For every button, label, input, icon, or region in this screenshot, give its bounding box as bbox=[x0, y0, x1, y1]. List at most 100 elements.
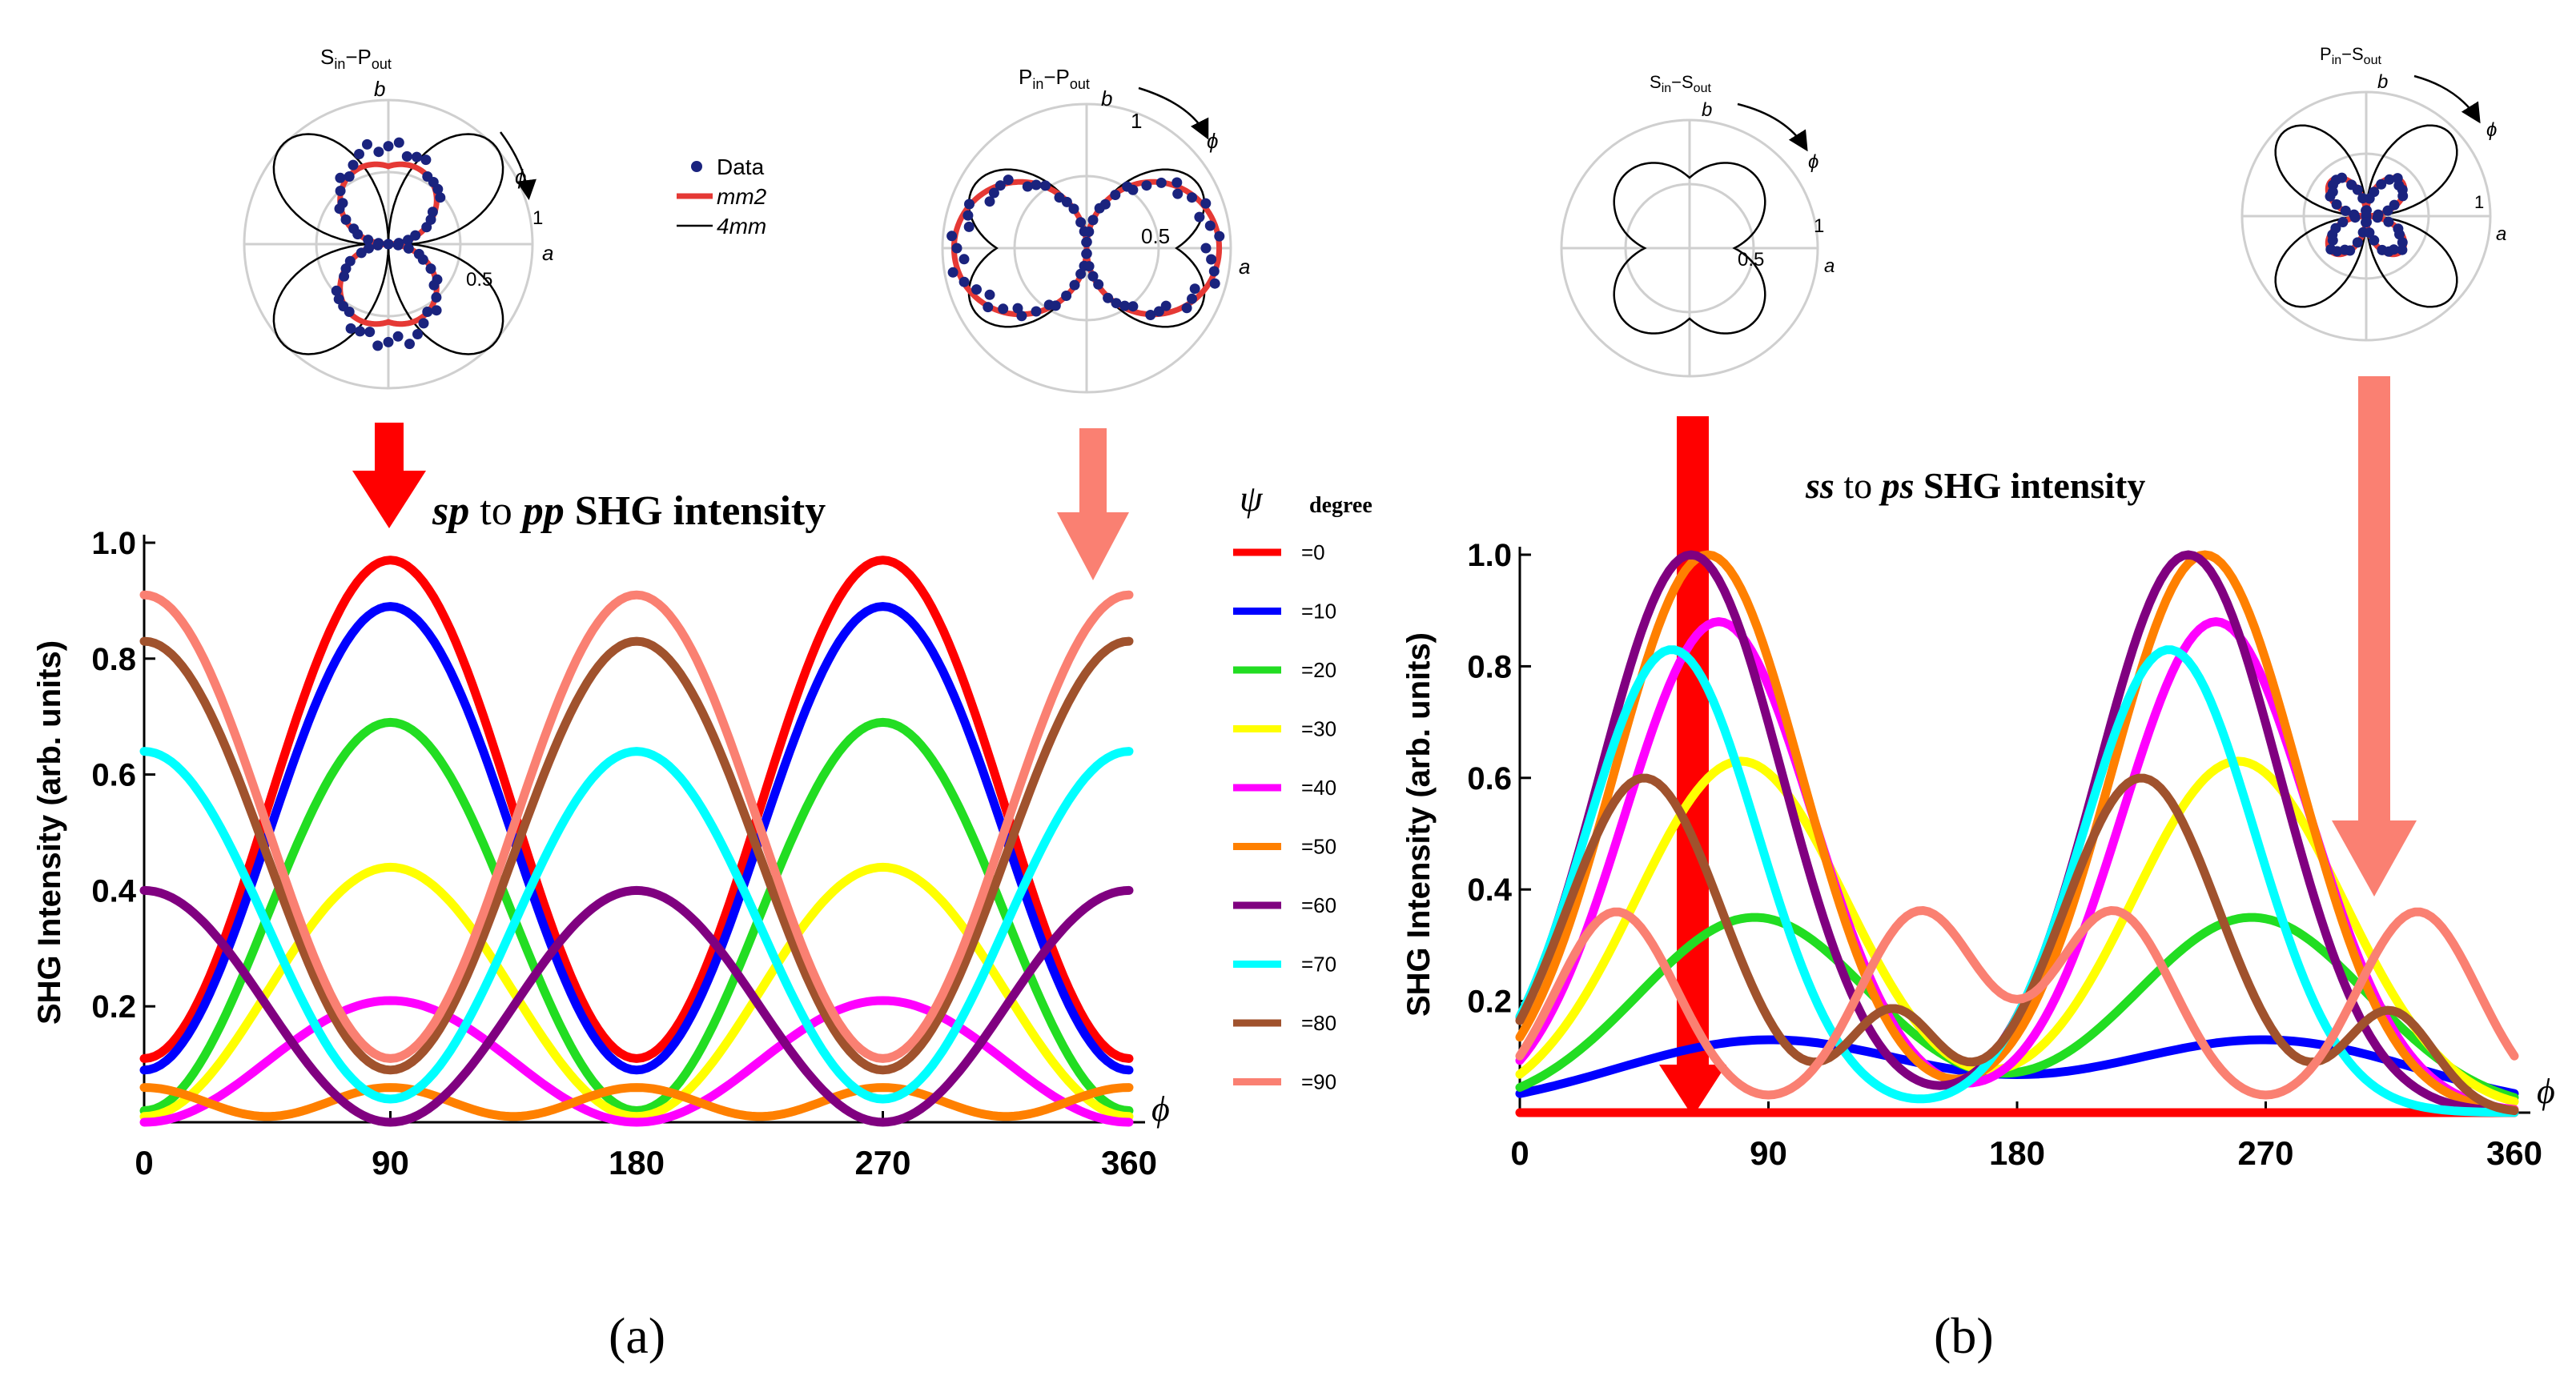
data-point bbox=[362, 138, 372, 150]
data-point bbox=[1050, 300, 1061, 311]
data-point bbox=[963, 221, 975, 232]
x-axis-label: ϕ bbox=[1151, 1089, 1170, 1129]
data-point bbox=[1189, 283, 1200, 295]
data-point bbox=[335, 172, 346, 183]
rotation-arrow-icon bbox=[1737, 102, 1808, 152]
rotation-arrow-icon bbox=[499, 131, 536, 200]
data-point bbox=[984, 196, 995, 207]
series-line-ψ=50 bbox=[1515, 550, 2519, 1115]
tick-one: 1 bbox=[1814, 215, 1824, 237]
data-point bbox=[364, 327, 376, 338]
data-point bbox=[425, 263, 436, 275]
svg-text:Data: Data bbox=[717, 154, 765, 179]
data-point bbox=[2332, 246, 2343, 257]
psi-legend-label: =30 bbox=[1301, 717, 1336, 741]
axis-b-label: b bbox=[374, 77, 385, 101]
phi-label: ϕ bbox=[1808, 151, 1818, 173]
legend-item-mm2: mm2 bbox=[677, 184, 767, 209]
x-tick-label: 360 bbox=[1101, 1144, 1157, 1181]
data-point bbox=[1209, 278, 1220, 289]
data-point bbox=[432, 274, 443, 285]
data-point bbox=[1069, 279, 1080, 291]
axis-b-label: b bbox=[1702, 99, 1712, 121]
tick-half: 0.5 bbox=[1141, 224, 1170, 248]
tick-one: 1 bbox=[2474, 192, 2484, 212]
data-point bbox=[411, 151, 422, 162]
panel-label-b: (b) bbox=[1934, 1307, 1994, 1364]
data-point bbox=[401, 150, 412, 162]
data-point bbox=[2340, 205, 2351, 216]
data-point bbox=[1054, 192, 1065, 203]
data-point bbox=[2357, 193, 2369, 204]
data-point bbox=[946, 231, 958, 242]
data-point bbox=[971, 284, 982, 295]
polar-title: Sin−Sout bbox=[1650, 72, 1711, 95]
data-point bbox=[2383, 216, 2394, 227]
arrow-down-salmon-a bbox=[1057, 428, 1129, 580]
axis-b-label: b bbox=[1101, 86, 1112, 110]
data-point bbox=[2384, 174, 2395, 185]
data-point bbox=[2389, 199, 2400, 211]
x-tick-label: 180 bbox=[1989, 1134, 2045, 1172]
data-point bbox=[2361, 217, 2372, 227]
data-point bbox=[1145, 310, 1156, 320]
legend-item-4mm: 4mm bbox=[677, 214, 766, 239]
data-point bbox=[1160, 300, 1171, 311]
polar-title: Sin−Pout bbox=[320, 45, 392, 72]
data-point bbox=[1061, 291, 1072, 301]
data-point bbox=[383, 239, 394, 250]
panel-label-a: (a) bbox=[609, 1307, 665, 1364]
x-tick-label: 180 bbox=[609, 1144, 665, 1181]
data-point bbox=[1079, 226, 1090, 237]
x-tick-label: 270 bbox=[854, 1144, 910, 1181]
data-point bbox=[2337, 217, 2349, 227]
data-point bbox=[1127, 301, 1139, 312]
data-point bbox=[1200, 243, 1212, 254]
series-line-ψ=70 bbox=[139, 747, 1134, 1104]
axis-a-label: a bbox=[1824, 255, 1835, 277]
data-point bbox=[2393, 223, 2404, 235]
phi-label: ϕ bbox=[515, 165, 526, 189]
rotation-arrow-icon bbox=[2413, 74, 2481, 124]
data-point bbox=[988, 187, 999, 199]
data-point bbox=[1208, 266, 1220, 277]
data-point bbox=[1087, 215, 1099, 226]
data-point bbox=[1061, 196, 1072, 207]
data-point bbox=[964, 199, 975, 210]
tick-one: 1 bbox=[532, 207, 543, 229]
series-line-ψ=60 bbox=[139, 885, 1134, 1127]
data-point bbox=[998, 303, 1009, 315]
data-point bbox=[431, 292, 442, 303]
svg-text:mm2: mm2 bbox=[717, 184, 767, 209]
data-point bbox=[984, 289, 995, 300]
data-point bbox=[2397, 244, 2408, 255]
chart-ss-ps: 0.2 0.4 0.6 0.8 1.0 0 90 180 270 360 ϕ SHG Intensit… bbox=[1401, 538, 2555, 1172]
data-point bbox=[2325, 191, 2336, 202]
data-point bbox=[363, 235, 374, 246]
chart-title-b: ss to ps SHG intensity bbox=[1805, 465, 2145, 506]
arrow-down-red-b bbox=[1659, 416, 1726, 1117]
tick-half: 0.5 bbox=[466, 269, 492, 291]
data-point bbox=[410, 230, 421, 241]
data-point bbox=[951, 243, 962, 254]
data-point bbox=[1103, 292, 1114, 303]
data-point bbox=[1075, 268, 1087, 279]
data-point bbox=[2345, 245, 2356, 256]
data-point bbox=[1155, 177, 1167, 188]
psi-legend-label: =50 bbox=[1301, 835, 1336, 859]
data-point bbox=[962, 210, 974, 221]
data-point bbox=[2376, 179, 2387, 190]
psi-legend: ψ degree =0 =10 =20 =30 =40 =50 =60 =70 =80 =90 bbox=[1233, 478, 1372, 1094]
series-line-ψ=0 bbox=[139, 556, 1134, 1063]
arrow-down-red-a bbox=[352, 423, 426, 528]
fit-curve-4mm bbox=[1613, 162, 1766, 335]
data-point bbox=[2346, 179, 2357, 191]
data-point bbox=[1093, 279, 1104, 290]
data-point bbox=[1110, 190, 1121, 200]
data-point bbox=[352, 229, 364, 240]
axis-a-label: a bbox=[2496, 223, 2506, 245]
data-point bbox=[1087, 271, 1099, 282]
data-point bbox=[1031, 306, 1042, 317]
axis-a-label: a bbox=[542, 241, 553, 265]
psi-unit: degree bbox=[1309, 493, 1372, 518]
